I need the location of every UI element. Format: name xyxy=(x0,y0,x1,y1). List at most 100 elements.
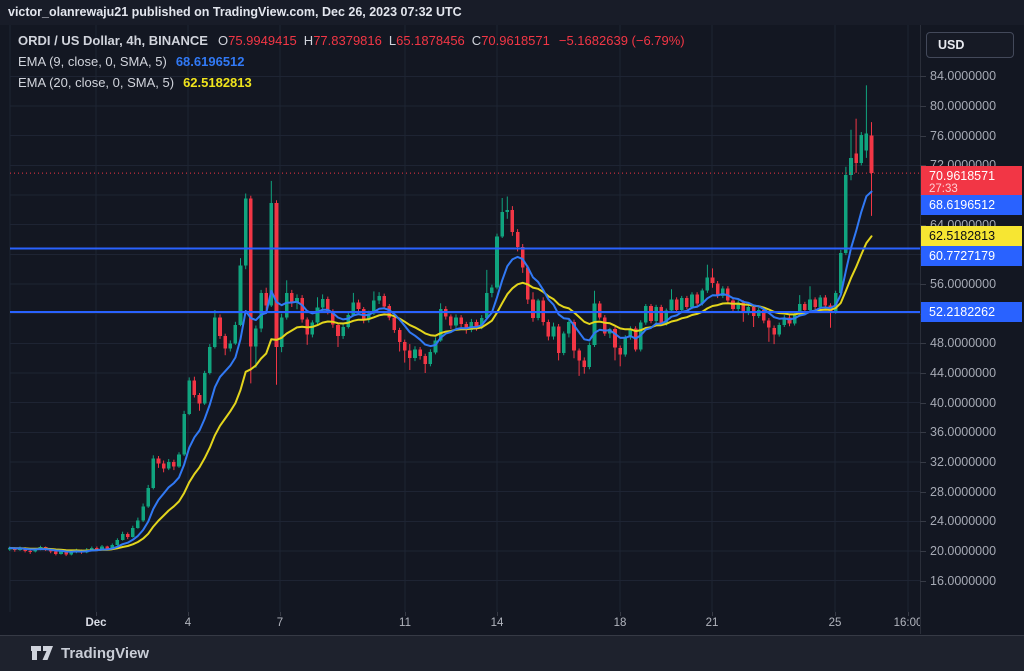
ema-9-line[interactable] xyxy=(8,190,873,553)
price-line-label: 60.7727179 xyxy=(921,246,1022,266)
candle-body xyxy=(869,135,874,173)
ema9-row[interactable]: EMA (9, close, 0, SMA, 5) 68.6196512 xyxy=(18,51,685,72)
candle-body xyxy=(854,153,858,164)
candle-body xyxy=(310,322,315,335)
time-tick-label: 7 xyxy=(276,617,284,629)
candle-body xyxy=(413,349,417,359)
price-tick-mark xyxy=(920,432,926,433)
candle-body xyxy=(721,288,725,296)
candle-body xyxy=(131,528,135,537)
candle-body xyxy=(264,292,268,306)
candle-body xyxy=(382,295,386,307)
candle-body xyxy=(659,307,663,324)
candle-body xyxy=(397,330,402,342)
candle-body xyxy=(259,292,263,329)
candle-body xyxy=(54,551,58,554)
footer-bar: TradingView xyxy=(0,635,1024,671)
candle-body xyxy=(582,360,587,368)
ema-20-line[interactable] xyxy=(8,235,873,552)
candle-body xyxy=(69,552,74,555)
candle-body xyxy=(700,290,705,304)
candle-body xyxy=(326,298,330,312)
price-tick-mark xyxy=(920,521,926,522)
candle-body xyxy=(351,302,356,316)
candle-body xyxy=(808,299,812,310)
ohlc-high: H77.8379816 xyxy=(303,33,382,48)
candle-body xyxy=(238,265,243,325)
time-axis[interactable]: Dec 4 7 11 14 18 21 25 16:00 xyxy=(0,612,920,634)
candle-body xyxy=(141,506,145,521)
candle-body xyxy=(136,520,140,528)
candle-body xyxy=(741,302,746,313)
candle-body xyxy=(274,203,279,347)
candle-body xyxy=(587,344,592,367)
candle-body xyxy=(695,294,699,304)
price-tick-mark xyxy=(920,136,926,137)
candle-body xyxy=(341,327,345,336)
candle-body xyxy=(474,321,479,327)
candle-body xyxy=(254,328,258,347)
time-tick-mark xyxy=(280,612,281,616)
candle-body xyxy=(233,324,238,344)
price-tick-label: 20.0000000 xyxy=(930,544,997,558)
candle-body xyxy=(567,321,571,334)
candle-body xyxy=(715,283,720,296)
change-value: −5.1682639 (−6.79%) xyxy=(558,33,685,48)
candle-body xyxy=(64,551,68,555)
ema20-row[interactable]: EMA (20, close, 0, SMA, 5) 62.5182813 xyxy=(18,72,685,93)
last-price-label: 70.9618571 27:33 xyxy=(921,166,1022,195)
price-tick-mark xyxy=(920,165,926,166)
tradingview-logo[interactable]: TradingView xyxy=(30,644,149,662)
candle-body xyxy=(197,395,202,404)
candle-body xyxy=(90,548,94,550)
candle-body xyxy=(95,548,99,550)
candle-body xyxy=(597,303,602,318)
candle-body xyxy=(284,292,289,318)
price-tick-label: 16.0000000 xyxy=(930,574,997,588)
candle-body xyxy=(208,347,212,373)
time-tick-mark xyxy=(188,612,189,616)
currency-toggle-button[interactable]: USD xyxy=(926,32,1014,58)
price-label-value: 62.5182813 xyxy=(929,229,996,243)
candle-body xyxy=(479,318,484,327)
candle-body xyxy=(561,333,566,353)
candle-body xyxy=(402,341,407,351)
time-tick-mark xyxy=(712,612,713,616)
candle-body xyxy=(59,551,63,554)
time-tick-label: 16:00 xyxy=(893,617,920,629)
candle-body xyxy=(685,298,689,307)
candle-body xyxy=(823,297,828,306)
candle-body xyxy=(269,203,274,306)
candle-body xyxy=(813,299,817,307)
candle-body xyxy=(495,236,499,288)
candle-body xyxy=(228,343,233,349)
ema9-value: 68.6196512 xyxy=(175,54,245,69)
candle-body xyxy=(515,232,520,247)
candle-body xyxy=(797,304,802,315)
candle-body xyxy=(833,292,838,312)
price-scale-separator xyxy=(920,25,921,634)
candle-body xyxy=(623,337,628,355)
candle-body xyxy=(300,298,304,320)
time-tick-label: 11 xyxy=(399,617,411,629)
ema20-label: EMA (20, close, 0, SMA, 5) xyxy=(18,75,175,90)
candle-body xyxy=(125,533,130,537)
candle-body xyxy=(510,209,515,233)
candle-body xyxy=(592,303,597,345)
candle-body xyxy=(572,321,576,351)
symbol-title: ORDI / US Dollar, 4h, BINANCE xyxy=(18,33,208,48)
candlestick-chart[interactable] xyxy=(0,0,920,634)
candle-body xyxy=(213,317,217,348)
candle-body xyxy=(151,458,156,488)
candle-body xyxy=(782,317,787,325)
candle-body xyxy=(156,458,161,464)
price-label-value: 68.6196512 xyxy=(929,198,996,212)
candle-body xyxy=(146,487,150,507)
symbol-row[interactable]: ORDI / US Dollar, 4h, BINANCE O75.9949415… xyxy=(18,30,685,51)
price-line-label: 62.5182813 xyxy=(921,226,1022,246)
time-tick-label: 4 xyxy=(184,617,192,629)
candle-body xyxy=(864,133,869,151)
ema20-value: 62.5182813 xyxy=(183,75,252,90)
candle-body xyxy=(705,277,710,291)
price-tick-label: 32.0000000 xyxy=(930,455,997,469)
